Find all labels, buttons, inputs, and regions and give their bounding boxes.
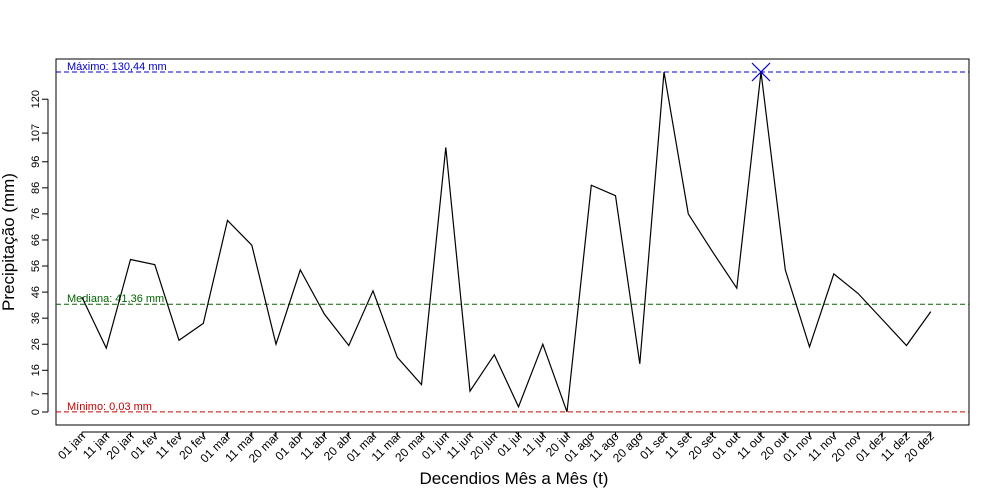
y-axis-label: Precipitação (mm) bbox=[0, 173, 18, 311]
x-tick-label: 01 fev bbox=[128, 429, 161, 462]
y-tick-label: 96 bbox=[30, 156, 42, 168]
x-tick-label: 01 jun bbox=[419, 429, 452, 462]
y-tick-label: 7 bbox=[30, 391, 42, 397]
x-tick-label: 01 jul bbox=[494, 429, 524, 459]
x-tick-label: 01 out bbox=[709, 429, 743, 463]
reference-line-label: Mínimo: 0,03 mm bbox=[67, 401, 152, 413]
y-tick-label: 0 bbox=[30, 409, 42, 415]
series-line bbox=[81, 71, 932, 413]
x-tick-label: 01 jan bbox=[55, 429, 88, 462]
reference-line-label: Mediana: 41,36 mm bbox=[67, 293, 164, 305]
y-tick-label: 16 bbox=[30, 364, 42, 376]
series-layer bbox=[81, 62, 932, 413]
y-tick-label: 56 bbox=[30, 260, 42, 272]
plot-frame bbox=[55, 58, 970, 426]
reference-line-label: Máximo: 130,44 mm bbox=[67, 61, 167, 73]
y-tick-label: 36 bbox=[30, 312, 42, 324]
x-axis-label: Decendios Mês a Mês (t) bbox=[420, 469, 609, 488]
y-tick-label: 26 bbox=[30, 338, 42, 350]
y-tick-label: 107 bbox=[30, 124, 42, 142]
max-marker bbox=[751, 62, 771, 82]
reference-lines: Máximo: 130,44 mm Mediana: 41,36 mm Mínimo… bbox=[56, 61, 969, 413]
y-tick-label: 120 bbox=[30, 90, 42, 108]
y-tick-label: 76 bbox=[30, 208, 42, 220]
y-tick-label: 46 bbox=[30, 286, 42, 298]
x-tick-label: 11 jul bbox=[519, 429, 549, 459]
y-tick-label: 66 bbox=[30, 234, 42, 246]
x-tick-label: 20 jun bbox=[467, 429, 500, 462]
x-tick-label: 01 abr bbox=[272, 429, 306, 463]
y-tick-label: 86 bbox=[30, 182, 42, 194]
x-tick-label: 01 set bbox=[637, 429, 670, 462]
y-axis: 0 7 16 26 36 46 56 66 76 86 96 107 120 bbox=[30, 90, 49, 415]
